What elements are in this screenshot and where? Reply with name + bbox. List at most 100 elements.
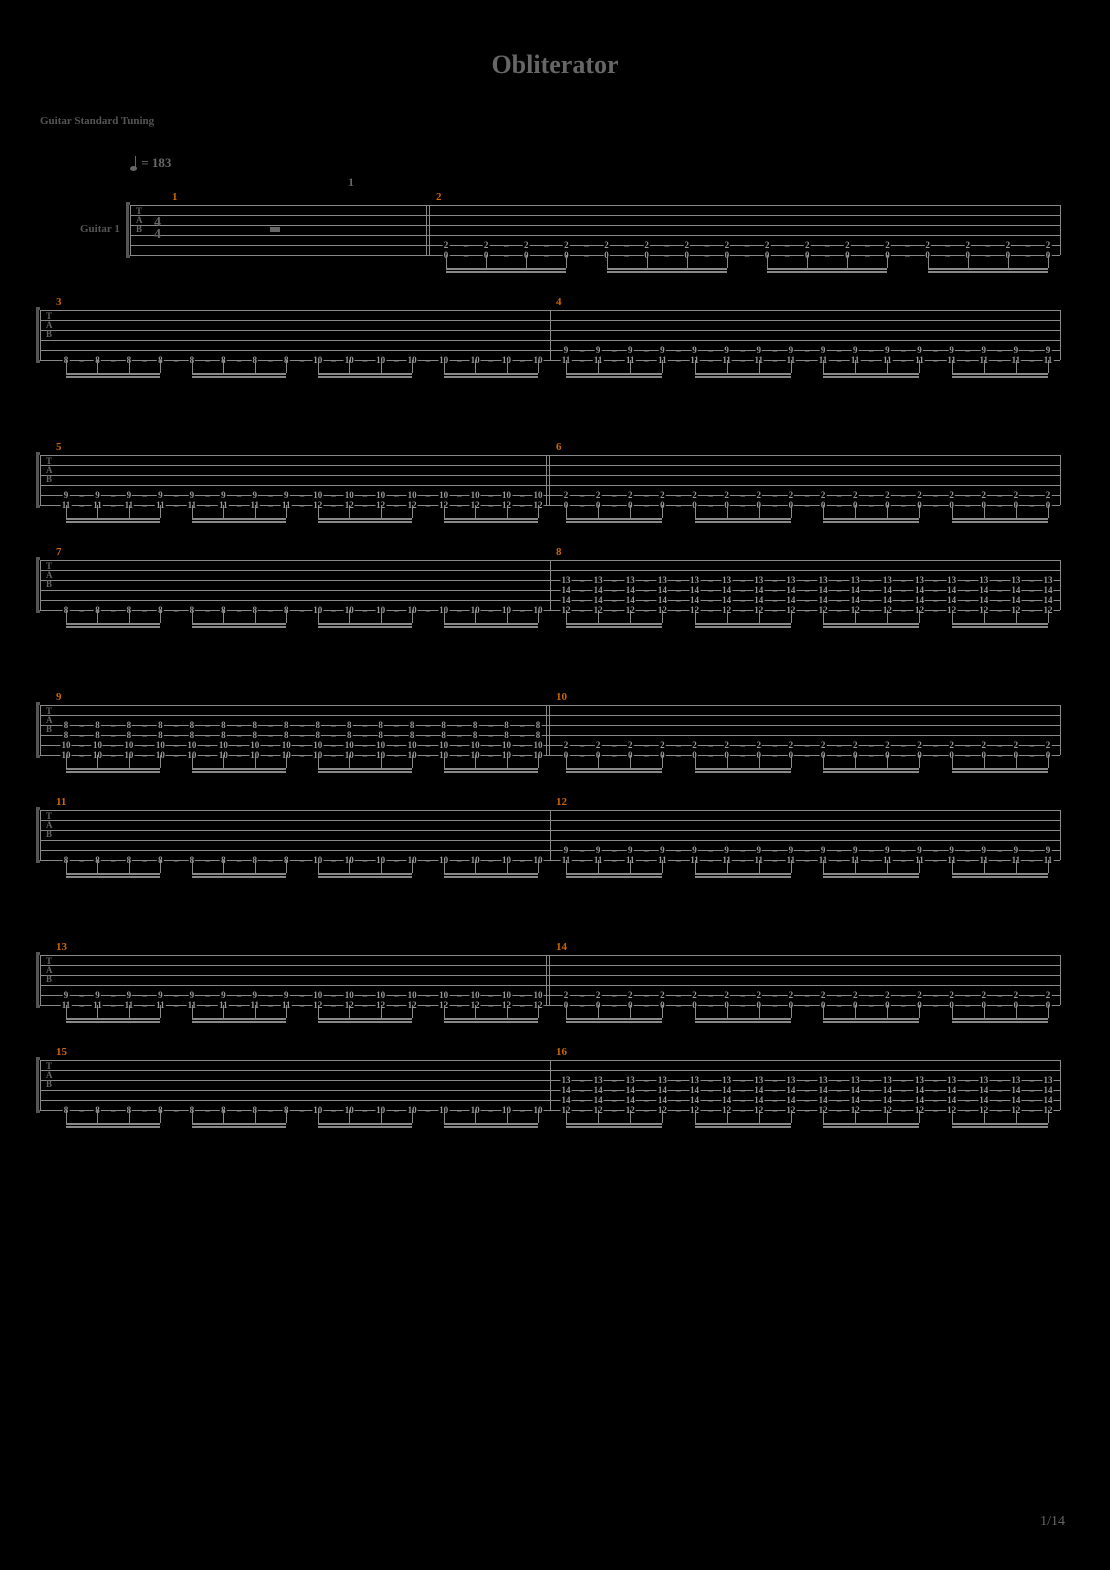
fret-number: 9: [563, 346, 570, 355]
tie-dash: –: [773, 741, 778, 751]
fret-number: 14: [818, 586, 829, 595]
tie-dash: –: [426, 1106, 431, 1116]
fret-number: 9: [723, 846, 730, 855]
note-stem: [1016, 505, 1017, 518]
tie-dash: –: [142, 721, 147, 731]
tie-dash: –: [740, 741, 745, 751]
beam-line: [192, 626, 286, 628]
tie-dash: –: [644, 586, 649, 596]
tie-dash: –: [426, 856, 431, 866]
barline: [1060, 310, 1061, 360]
note-stem: [887, 755, 888, 768]
tie-dash: –: [933, 491, 938, 501]
fret-number: 9: [788, 346, 795, 355]
beam-line: [318, 873, 412, 875]
fret-number: 14: [753, 1096, 764, 1105]
fret-number: 9: [884, 346, 891, 355]
quarter-note-icon: [130, 157, 138, 171]
beam-group: [695, 505, 791, 523]
beam-line: [952, 521, 1048, 523]
fret-number: 10: [533, 741, 544, 750]
tie-dash: –: [676, 501, 681, 511]
note-stem: [695, 1005, 696, 1018]
fret-number: 14: [689, 596, 700, 605]
tie-dash: –: [111, 491, 116, 501]
measure-number: 16: [556, 1046, 567, 1058]
fret-number: 13: [882, 1076, 893, 1085]
tie-dash: –: [520, 731, 525, 741]
tie-dash: –: [805, 1086, 810, 1096]
tie-dash: –: [837, 491, 842, 501]
tie-dash: –: [708, 991, 713, 1001]
beam-line: [952, 1123, 1048, 1125]
barline: [550, 810, 551, 860]
beam-group: [66, 610, 160, 628]
beam-line: [767, 271, 887, 273]
note-stem: [887, 360, 888, 373]
note-stem: [855, 860, 856, 873]
note-stem: [727, 1005, 728, 1018]
barline-double: [426, 205, 430, 255]
fret-number: 9: [820, 346, 827, 355]
tie-dash: –: [869, 586, 874, 596]
note-stem: [727, 610, 728, 623]
tie-dash: –: [869, 846, 874, 856]
fret-number: 10: [407, 491, 418, 500]
fret-number: 2: [948, 491, 955, 500]
beam-group: [823, 360, 919, 378]
measure-number: 2: [436, 191, 442, 203]
tab-system: TAB5911911––911––911––911––911––911––911…: [40, 455, 1060, 505]
beam-group: [192, 860, 286, 878]
fret-number: 9: [916, 846, 923, 855]
beam-line: [192, 1021, 286, 1023]
staff-line: [130, 255, 1060, 256]
note-stem: [381, 360, 382, 373]
fret-number: 13: [946, 576, 957, 585]
note-stem: [444, 860, 445, 873]
beam-line: [566, 521, 662, 523]
tie-dash: –: [676, 1001, 681, 1011]
tie-dash: –: [644, 1076, 649, 1086]
tie-dash: –: [237, 721, 242, 731]
fret-number: 14: [785, 1096, 796, 1105]
note-stem: [855, 610, 856, 623]
fret-number: 14: [689, 586, 700, 595]
tie-dash: –: [805, 491, 810, 501]
fret-number: 10: [375, 991, 386, 1000]
tie-dash: –: [869, 491, 874, 501]
fret-number: 9: [94, 991, 101, 1000]
beam-group: [444, 860, 538, 878]
tab-staff: TAB788–8–8–8–8–8–8–10–10–10–10–10–10–10–…: [40, 560, 1060, 610]
note-stem: [349, 1110, 350, 1123]
fret-number: 2: [563, 741, 570, 750]
note-stem: [647, 255, 648, 268]
fret-number: 2: [980, 491, 987, 500]
tie-dash: –: [79, 491, 84, 501]
fret-number: 2: [820, 491, 827, 500]
fret-number: 9: [563, 846, 570, 855]
fret-number: 13: [946, 1076, 957, 1085]
tie-dash: –: [965, 1086, 970, 1096]
fret-number: 2: [595, 991, 602, 1000]
fret-number: 2: [884, 491, 891, 500]
tab-system: TAB13911911––911––911––911––911––911––91…: [40, 955, 1060, 1005]
beam-group: [566, 1110, 662, 1128]
beam-line: [444, 521, 538, 523]
tab-clef: TAB: [46, 312, 53, 339]
fret-number: 8: [157, 721, 164, 730]
tie-dash: –: [300, 356, 305, 366]
beam-line: [318, 876, 412, 878]
note-stem: [662, 1005, 663, 1018]
fret-number: 14: [721, 1096, 732, 1105]
tie-dash: –: [805, 586, 810, 596]
tie-dash: –: [1030, 991, 1035, 1001]
note-stem: [566, 860, 567, 873]
note-stem: [66, 360, 67, 373]
fret-number: 9: [788, 846, 795, 855]
fret-number: 2: [603, 241, 610, 250]
note-stem: [538, 755, 539, 768]
beam-line: [446, 271, 566, 273]
fret-number: 14: [850, 1086, 861, 1095]
note-stem: [695, 505, 696, 518]
note-stem: [349, 860, 350, 873]
